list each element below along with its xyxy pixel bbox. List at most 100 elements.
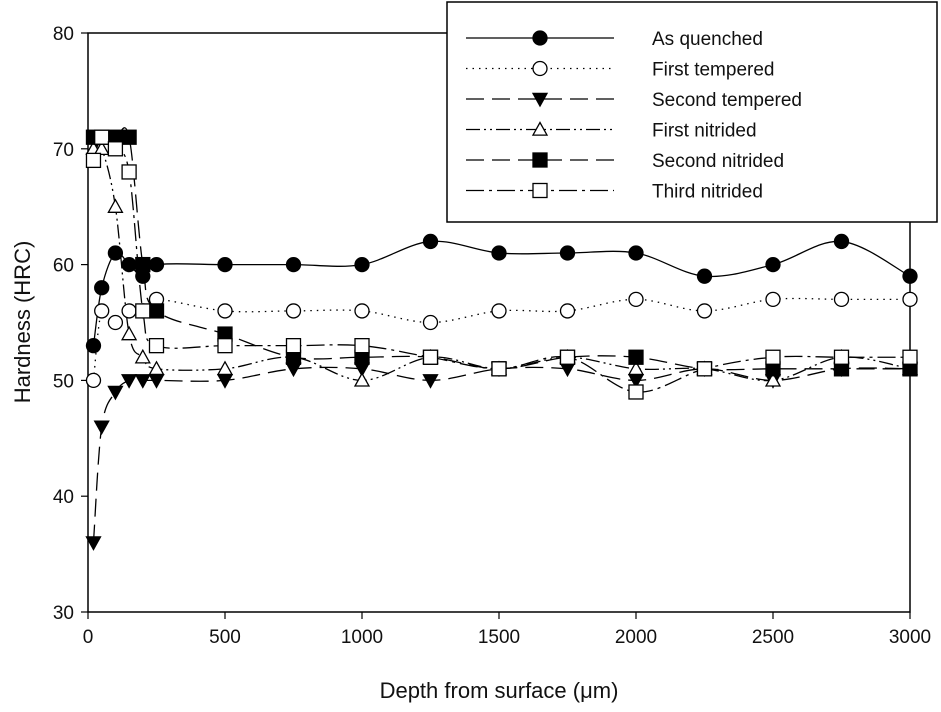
legend-label: As quenched bbox=[652, 29, 763, 50]
x-tick-label: 500 bbox=[209, 627, 241, 648]
legend-label: Second tempered bbox=[652, 90, 802, 111]
marker-open-circle bbox=[532, 60, 548, 77]
marker-open-square bbox=[833, 349, 850, 365]
marker-filled-triangle-down bbox=[120, 374, 138, 389]
marker-filled-circle bbox=[354, 256, 370, 273]
marker-filled-circle bbox=[85, 338, 102, 354]
axes: 0 500 1000 1500 2000 2500 3000 30 40 50 60 70 80 bbox=[53, 24, 931, 648]
marker-open-circle bbox=[94, 303, 110, 319]
marker-filled-triangle-down bbox=[559, 362, 576, 378]
marker-open-square bbox=[422, 349, 439, 365]
marker-open-circle bbox=[902, 291, 918, 307]
x-tick-label: 1000 bbox=[341, 627, 383, 648]
marker-filled-square bbox=[532, 152, 548, 168]
marker-open-circle bbox=[833, 291, 850, 307]
marker-open-circle bbox=[354, 303, 370, 319]
marker-open-triangle-up bbox=[107, 198, 124, 213]
marker-filled-circle bbox=[532, 30, 548, 46]
marker-open-circle bbox=[85, 372, 102, 389]
marker-open-square bbox=[148, 338, 165, 354]
marker-open-circle bbox=[217, 303, 233, 319]
marker-open-triangle-up bbox=[353, 372, 371, 387]
marker-filled-circle bbox=[285, 256, 302, 273]
marker-open-square bbox=[628, 384, 644, 400]
series-line-2 bbox=[92, 366, 911, 543]
marker-filled-circle bbox=[121, 256, 137, 273]
legend-label: Second nitrided bbox=[652, 151, 784, 172]
marker-filled-triangle-down bbox=[148, 374, 165, 389]
marker-open-square bbox=[354, 338, 370, 354]
marker-open-square bbox=[121, 164, 137, 180]
y-axis-label: Hardness (HRC) bbox=[10, 241, 35, 404]
marker-filled-square bbox=[135, 256, 151, 273]
marker-filled-square bbox=[148, 303, 165, 319]
y-tick-label: 80 bbox=[53, 24, 74, 45]
x-tick-label: 0 bbox=[83, 627, 94, 648]
x-axis-label: Depth from surface (μm) bbox=[380, 678, 619, 703]
marker-open-square bbox=[285, 338, 302, 354]
x-tick-label: 2000 bbox=[615, 627, 657, 648]
marker-open-square bbox=[491, 361, 507, 377]
marker-open-square bbox=[532, 182, 548, 199]
marker-open-circle bbox=[121, 303, 137, 319]
series-markers bbox=[85, 129, 919, 551]
marker-open-square bbox=[85, 152, 102, 169]
marker-filled-square bbox=[628, 349, 644, 365]
marker-filled-circle bbox=[491, 245, 507, 261]
y-tick-label: 50 bbox=[53, 371, 74, 392]
series-line-1 bbox=[92, 297, 910, 381]
marker-filled-circle bbox=[422, 233, 439, 250]
marker-filled-circle bbox=[902, 268, 918, 284]
marker-filled-triangle-down bbox=[134, 374, 151, 389]
marker-open-square bbox=[94, 129, 110, 145]
marker-open-square bbox=[135, 303, 151, 319]
marker-filled-circle bbox=[833, 233, 850, 250]
legend: As quenched First tempered Second tempered… bbox=[466, 29, 802, 203]
marker-filled-circle bbox=[107, 245, 124, 261]
y-tick-label: 70 bbox=[53, 140, 74, 161]
marker-filled-circle bbox=[559, 245, 576, 261]
marker-filled-triangle-down bbox=[531, 92, 549, 108]
legend-label: First nitrided bbox=[652, 121, 757, 142]
marker-filled-circle bbox=[148, 256, 165, 273]
x-tick-label: 1500 bbox=[478, 627, 520, 648]
y-tick-label: 40 bbox=[53, 487, 74, 508]
marker-open-circle bbox=[422, 314, 439, 331]
marker-open-triangle-up bbox=[764, 372, 782, 387]
marker-open-triangle-up bbox=[120, 325, 138, 341]
marker-open-triangle-up bbox=[134, 348, 151, 364]
marker-open-square bbox=[696, 361, 713, 377]
marker-open-circle bbox=[491, 303, 507, 319]
marker-filled-triangle-down bbox=[107, 385, 124, 401]
marker-filled-circle bbox=[765, 256, 781, 273]
marker-open-square bbox=[765, 349, 781, 365]
y-tick-label: 30 bbox=[53, 603, 74, 624]
legend-label: Third nitrided bbox=[652, 182, 763, 203]
x-tick-label: 3000 bbox=[889, 627, 931, 648]
marker-open-triangle-up bbox=[93, 140, 110, 156]
marker-filled-triangle-down bbox=[285, 362, 302, 378]
marker-open-triangle-up bbox=[531, 121, 549, 136]
marker-open-square bbox=[107, 141, 124, 157]
legend-box bbox=[446, 1, 938, 223]
marker-filled-circle bbox=[217, 256, 233, 273]
marker-open-triangle-up bbox=[216, 360, 234, 376]
marker-filled-circle bbox=[696, 268, 713, 284]
marker-open-square bbox=[902, 349, 918, 365]
marker-filled-triangle-down bbox=[93, 420, 110, 436]
marker-open-circle bbox=[628, 291, 644, 307]
marker-filled-square bbox=[121, 129, 137, 145]
marker-open-circle bbox=[559, 303, 576, 319]
marker-open-triangle-up bbox=[148, 360, 165, 376]
legend-label: First tempered bbox=[652, 60, 774, 81]
marker-filled-triangle-down bbox=[85, 536, 102, 551]
marker-open-square bbox=[217, 338, 233, 354]
x-tick-label: 2500 bbox=[752, 627, 794, 648]
y-tick-label: 60 bbox=[53, 256, 74, 277]
marker-filled-circle bbox=[94, 280, 110, 296]
marker-open-circle bbox=[765, 291, 781, 307]
marker-open-circle bbox=[285, 303, 302, 319]
marker-open-circle bbox=[107, 314, 124, 331]
marker-filled-circle bbox=[628, 245, 644, 261]
